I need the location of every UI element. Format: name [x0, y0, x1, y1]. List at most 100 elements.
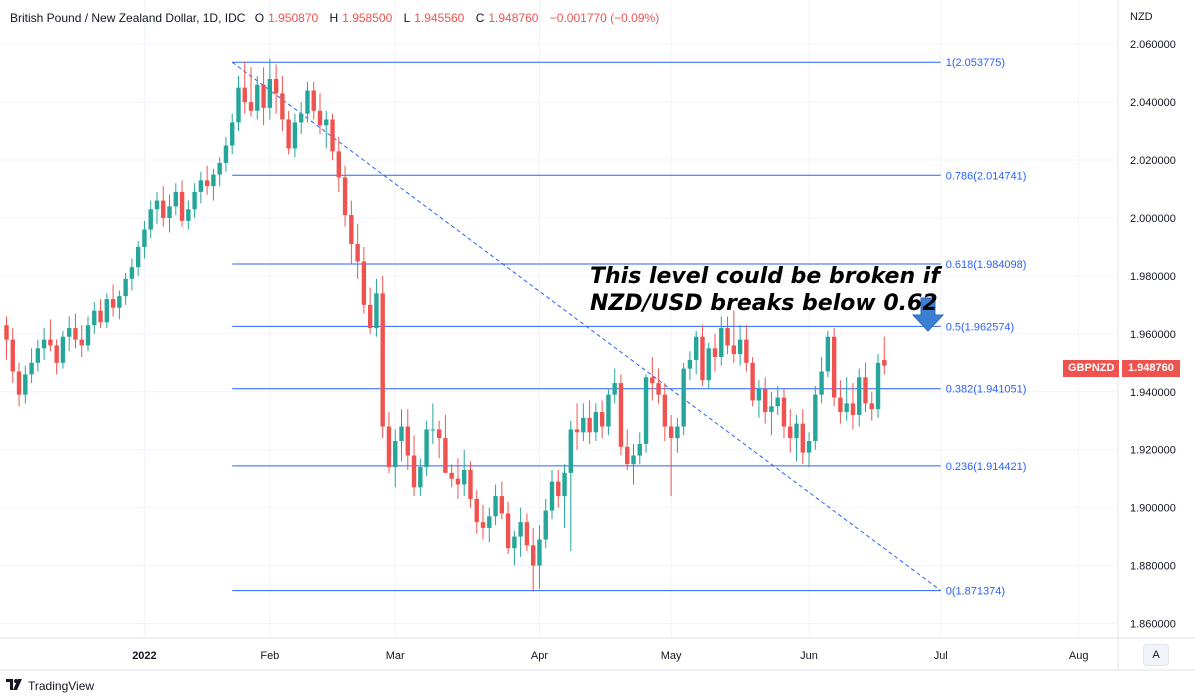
candle-body: [361, 261, 367, 305]
candle-body: [731, 345, 737, 355]
candle-body: [424, 429, 429, 468]
candle-body: [769, 406, 774, 413]
candle-body: [625, 446, 630, 465]
candle: [643, 374, 649, 453]
candle: [762, 377, 768, 424]
candle-body: [819, 371, 824, 395]
brand-name: TradingView: [28, 678, 95, 693]
candle: [662, 383, 668, 442]
currency-label: NZD: [1130, 11, 1153, 23]
candle: [211, 168, 216, 201]
candle-body: [700, 336, 705, 381]
candle-body: [60, 336, 66, 363]
candle: [179, 180, 185, 227]
candle-body: [857, 377, 862, 415]
candle: [581, 403, 586, 442]
candle: [775, 385, 780, 415]
candle-body: [480, 522, 486, 528]
low-label: L: [403, 11, 411, 25]
y-tick-label: 2.060000: [1130, 39, 1176, 51]
candle: [173, 183, 178, 216]
candle: [85, 316, 91, 352]
candle: [625, 429, 630, 470]
candle: [769, 391, 774, 436]
candle-body: [436, 429, 442, 439]
candle-body: [825, 336, 831, 372]
fib-level-label: 0.236(1.914421): [946, 461, 1027, 473]
candle: [593, 403, 599, 442]
candle: [311, 81, 316, 120]
y-tick-label: 1.860000: [1130, 619, 1176, 631]
candle-body: [142, 229, 147, 247]
candle-body: [574, 429, 580, 433]
candle-body: [286, 119, 291, 149]
candle-body: [844, 403, 849, 413]
auto-scale-button[interactable]: A: [1143, 644, 1169, 666]
open-label: O: [254, 11, 265, 25]
candle-body: [668, 426, 674, 439]
candle: [305, 81, 310, 123]
candle: [737, 325, 743, 366]
candle: [186, 200, 191, 230]
x-tick-label: 2022: [132, 650, 156, 662]
candle: [223, 136, 229, 172]
candle-body: [242, 87, 247, 103]
candle-body: [831, 336, 837, 398]
candle: [556, 469, 561, 508]
candle: [650, 357, 655, 401]
candle-body: [35, 348, 41, 363]
candle-body: [781, 397, 787, 427]
candle-body: [273, 78, 279, 94]
candle-body: [135, 246, 141, 268]
annotation-line-2: NZD/USD breaks below 0.62: [590, 291, 938, 316]
candle-body: [54, 345, 59, 363]
candle-body: [324, 119, 329, 126]
candle-body: [161, 200, 166, 218]
candle: [443, 414, 448, 473]
candle: [750, 357, 755, 407]
candle: [744, 325, 749, 372]
candle: [110, 284, 116, 317]
candle-body: [794, 423, 799, 439]
candle: [756, 380, 762, 418]
candle-body: [543, 510, 548, 540]
tradingview-branding[interactable]: TradingView: [6, 678, 94, 693]
candle: [587, 400, 592, 444]
candle-body: [48, 339, 53, 346]
tradingview-logo-icon: [6, 678, 24, 693]
candle-body: [675, 426, 680, 439]
fib-level-label: 1(2.053775): [946, 57, 1005, 69]
candle-body: [41, 339, 47, 349]
candle-body: [123, 278, 128, 297]
candle: [35, 339, 41, 372]
candle: [48, 319, 53, 352]
candle-body: [129, 267, 135, 279]
candle-body: [223, 145, 229, 163]
fib-level-label: 0.618(1.984098): [946, 259, 1027, 271]
y-tick-label: 1.880000: [1130, 561, 1176, 573]
candle: [411, 435, 417, 497]
candle: [405, 409, 410, 470]
candle-body: [587, 417, 592, 433]
candle-body: [198, 180, 204, 192]
candle-body: [788, 426, 793, 439]
candle: [123, 273, 128, 305]
low-value: 1.945560: [414, 11, 465, 25]
candle-body: [67, 328, 72, 337]
candle: [336, 136, 342, 192]
candle: [135, 241, 141, 276]
candle: [694, 330, 699, 375]
candle-body: [694, 336, 699, 360]
y-tick-label: 2.000000: [1130, 213, 1176, 225]
candle: [568, 420, 573, 552]
candle-body: [725, 328, 730, 346]
candle: [41, 328, 47, 360]
candle: [562, 464, 567, 528]
symbol-title: British Pound / New Zealand Dollar, 1D, …: [10, 11, 246, 25]
candle: [612, 368, 617, 404]
close-label: C: [475, 11, 485, 25]
x-tick-label: Aug: [1069, 650, 1089, 662]
candle-body: [173, 191, 178, 207]
candle: [850, 383, 856, 430]
